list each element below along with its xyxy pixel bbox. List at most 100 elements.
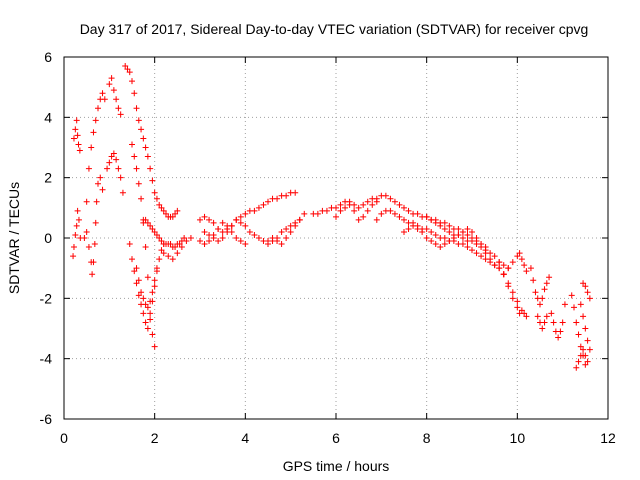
data-point [582, 352, 589, 359]
data-point [149, 331, 156, 338]
data-point [537, 301, 543, 308]
data-point [106, 81, 113, 88]
data-point [129, 256, 135, 263]
data-point [543, 280, 550, 287]
data-point [233, 235, 240, 241]
data-point [360, 213, 367, 220]
data-point [135, 292, 142, 299]
data-point [160, 207, 167, 214]
data-point [138, 195, 145, 202]
series-arc11 [140, 216, 188, 251]
data-point [144, 325, 151, 332]
x-tick-label: 6 [332, 430, 340, 446]
data-point [99, 186, 106, 193]
data-point [571, 304, 577, 311]
series-arc28 [573, 346, 591, 371]
data-point [541, 319, 548, 326]
data-point [557, 328, 564, 335]
data-point [115, 165, 122, 172]
data-point [75, 141, 82, 148]
data-point [514, 304, 521, 311]
data-point [88, 144, 95, 151]
data-point [147, 165, 154, 172]
data-point [140, 295, 147, 302]
series-arc24 [527, 265, 553, 308]
data-point [391, 210, 398, 217]
data-point [156, 256, 163, 263]
data-point [126, 241, 133, 248]
data-point [153, 231, 160, 238]
data-point [224, 222, 231, 229]
data-point [74, 207, 81, 214]
data-point [73, 117, 80, 124]
data-point [219, 235, 226, 241]
data-point [521, 310, 528, 317]
data-point [446, 238, 453, 245]
data-point [283, 235, 290, 241]
y-axis-label: SDTVAR / TECUs [6, 182, 22, 294]
series-arc14 [201, 189, 299, 245]
series-arc29 [577, 301, 593, 353]
data-point [580, 280, 587, 287]
data-point [401, 204, 407, 211]
data-point [337, 201, 344, 208]
data-point [410, 222, 417, 229]
data-point [296, 216, 303, 223]
series-arc27 [568, 292, 589, 368]
y-tick-label: -6 [40, 411, 53, 427]
data-point [509, 259, 516, 266]
data-point [133, 165, 140, 172]
data-point [72, 126, 79, 133]
x-tick-label: 4 [241, 430, 249, 446]
data-point [455, 231, 462, 238]
data-point [423, 213, 430, 220]
data-point [446, 228, 453, 235]
data-point [201, 241, 208, 248]
data-point [265, 238, 271, 245]
data-point [364, 198, 371, 205]
data-point [514, 298, 521, 305]
data-point [505, 265, 512, 272]
x-tick-label: 8 [423, 430, 431, 446]
data-point [491, 262, 498, 269]
x-tick-label: 10 [510, 430, 526, 446]
data-point [582, 325, 589, 332]
data-point [149, 225, 156, 232]
series-arc7 [122, 63, 181, 220]
series-arc9 [129, 141, 158, 350]
data-point [437, 222, 444, 229]
data-point [473, 241, 480, 248]
data-point [459, 228, 466, 235]
data-point [97, 174, 104, 181]
data-point [509, 295, 516, 302]
data-point [90, 259, 97, 266]
data-point [441, 241, 448, 248]
data-point [251, 231, 258, 238]
data-point [142, 301, 149, 308]
data-point [237, 219, 244, 226]
data-point [85, 244, 92, 251]
series-arc23 [500, 250, 530, 278]
data-point [369, 201, 376, 208]
data-point [509, 289, 516, 296]
data-point [584, 358, 591, 365]
data-point [292, 222, 299, 229]
data-point [70, 135, 77, 142]
data-point [126, 69, 133, 76]
data-point [283, 192, 290, 199]
data-point [169, 213, 176, 220]
data-point [149, 289, 156, 296]
data-point [487, 256, 494, 263]
data-point [582, 283, 589, 290]
data-point [147, 222, 154, 229]
series-arc16 [265, 210, 308, 248]
data-point [156, 235, 163, 241]
data-point [242, 210, 249, 217]
series-arc1 [70, 117, 83, 154]
data-point [346, 201, 353, 208]
data-point [135, 180, 142, 187]
data-point [314, 210, 321, 217]
data-point [183, 238, 190, 245]
data-point [153, 265, 160, 272]
